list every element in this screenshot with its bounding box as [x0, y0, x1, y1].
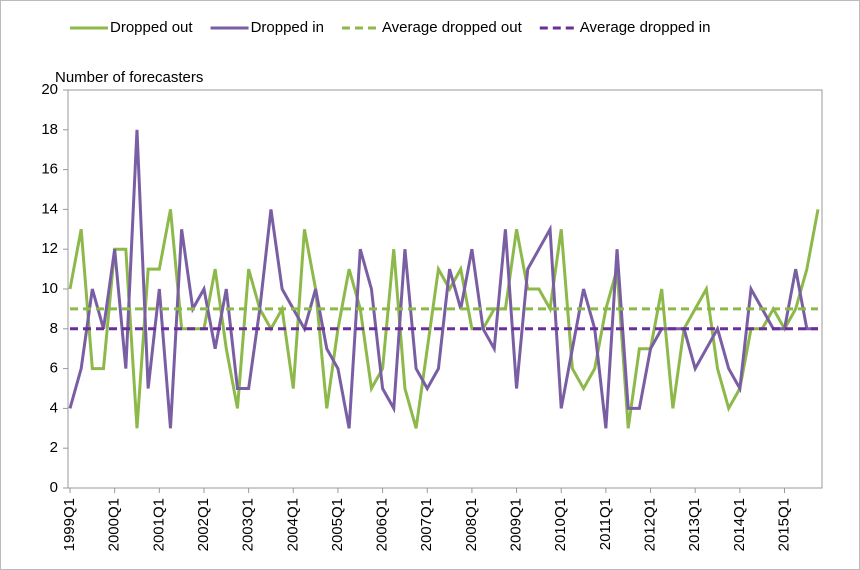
legend-label: Average dropped out — [382, 19, 523, 36]
series-line — [68, 129, 818, 429]
y-tick-label: 16 — [41, 161, 58, 178]
y-axis-title: Number of forecasters — [55, 69, 203, 86]
legend-label: Average dropped in — [580, 19, 711, 36]
x-tick-label: 2002Q1 — [195, 498, 212, 551]
y-tick-label: 20 — [41, 81, 58, 98]
x-tick-label: 2006Q1 — [374, 498, 391, 551]
x-tick-label: 2000Q1 — [106, 498, 123, 551]
y-tick-label: 18 — [41, 121, 58, 138]
x-tick-label: 2007Q1 — [418, 498, 435, 551]
x-tick-label: 2001Q1 — [150, 498, 167, 551]
x-tick-label: 2005Q1 — [329, 498, 346, 551]
x-tick-label: 2012Q1 — [642, 498, 659, 551]
y-tick-label: 14 — [41, 200, 58, 217]
x-tick-label: 2011Q1 — [597, 498, 614, 550]
x-tick-label: 2013Q1 — [686, 498, 703, 551]
x-tick-label: 1999Q1 — [61, 498, 78, 551]
legend-label: Dropped in — [251, 19, 324, 36]
x-tick-label: 2008Q1 — [463, 498, 480, 551]
y-tick-label: 0 — [50, 479, 58, 496]
x-tick-label: 2004Q1 — [284, 498, 301, 551]
y-tick-label: 4 — [50, 399, 58, 416]
x-tick-label: 2010Q1 — [552, 498, 569, 551]
y-tick-label: 6 — [50, 360, 58, 377]
y-tick-label: 10 — [41, 280, 58, 297]
y-tick-label: 2 — [50, 439, 58, 456]
y-tick-label: 8 — [50, 320, 58, 337]
x-tick-label: 2015Q1 — [775, 498, 792, 551]
x-tick-label: 2003Q1 — [240, 498, 257, 551]
x-tick-label: 2014Q1 — [731, 498, 748, 551]
legend-label: Dropped out — [110, 19, 193, 36]
y-tick-label: 12 — [41, 240, 58, 257]
x-tick-label: 2009Q1 — [508, 498, 525, 551]
